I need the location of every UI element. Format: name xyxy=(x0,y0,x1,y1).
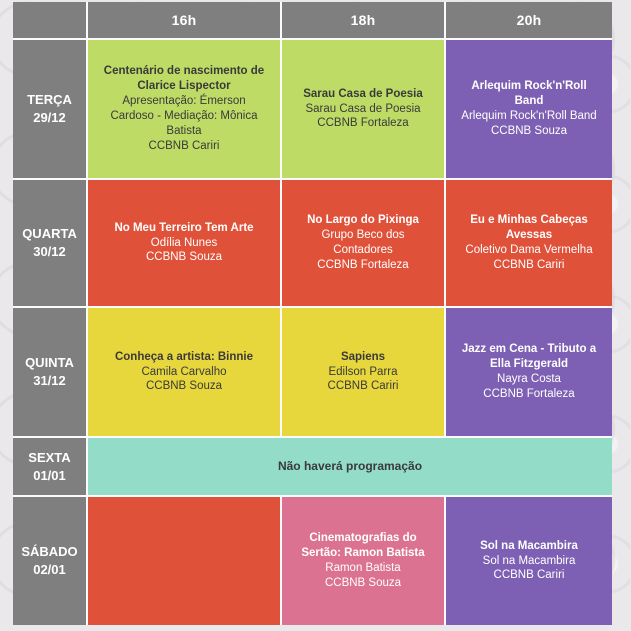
event-title: Cinematografias do Sertão: Ramon Batista xyxy=(301,532,425,560)
day-header-quinta: QUINTA 31/12 xyxy=(13,308,86,436)
time-header-16h: 16h xyxy=(88,2,280,38)
event-title: Arlequim Rock'n'Roll Band xyxy=(471,80,587,108)
event-venue: CCBNB Fortaleza xyxy=(483,387,575,400)
day-label: TERÇA xyxy=(27,92,72,108)
day-date: 01/01 xyxy=(33,467,66,483)
day-label: QUARTA xyxy=(22,226,77,242)
event-venue: CCBNB Souza xyxy=(490,124,568,137)
event-venue: CCBNB Cariri xyxy=(148,139,220,152)
event-venue: CCBNB Cariri xyxy=(493,258,565,271)
event-presenter: Sol na Macambira xyxy=(482,554,576,567)
event-venue: CCBNB Souza xyxy=(145,251,223,264)
event-cell: Cinematografias do Sertão: Ramon Batista… xyxy=(282,497,444,625)
event-cell-empty xyxy=(88,497,280,625)
event-cell: Sarau Casa de Poesia Sarau Casa de Poesi… xyxy=(282,40,444,178)
event-presenter: Apresentação: Émerson Cardoso - Mediação… xyxy=(110,95,258,137)
day-header-sexta: SEXTA 01/01 xyxy=(13,438,86,495)
event-venue: CCBNB Souza xyxy=(324,576,402,589)
day-header-sabado: SÁBADO 02/01 xyxy=(13,497,86,625)
event-cell: Conheça a artista: Binnie Camila Carvalh… xyxy=(88,308,280,436)
day-header-terca: TERÇA 29/12 xyxy=(13,40,86,178)
day-label: SÁBADO xyxy=(21,544,78,560)
event-cell: Jazz em Cena - Tributo a Ella Fitzgerald… xyxy=(446,308,612,436)
event-cell: Eu e Minhas Cabeças Avessas Coletivo Dam… xyxy=(446,180,612,306)
event-presenter: Arlequim Rock'n'Roll Band xyxy=(461,110,597,122)
day-header-quarta: QUARTA 30/12 xyxy=(13,180,86,306)
time-header-18h: 18h xyxy=(282,2,444,38)
event-title: Eu e Minhas Cabeças Avessas xyxy=(470,214,588,242)
event-presenter: Camila Carvalho xyxy=(141,365,227,378)
event-venue: CCBNB Fortaleza xyxy=(317,258,409,271)
schedule-table: 16h 18h 20h TERÇA 29/12 Centenário de na… xyxy=(13,2,612,625)
event-title: Conheça a artista: Binnie xyxy=(114,350,254,363)
event-venue: CCBNB Cariri xyxy=(493,569,565,582)
corner-cell xyxy=(13,2,86,38)
event-title: Jazz em Cena - Tributo a Ella Fitzgerald xyxy=(461,343,597,371)
day-label: QUINTA xyxy=(25,355,74,371)
day-date: 29/12 xyxy=(33,110,66,125)
event-title: No Largo do Pixinga xyxy=(307,214,419,227)
event-presenter: Edilson Parra xyxy=(328,365,398,378)
event-cell: No Largo do Pixinga Grupo Beco dos Conta… xyxy=(282,180,444,306)
event-presenter: Odília Nunes xyxy=(150,236,218,249)
event-title: Sarau Casa de Poesia xyxy=(303,87,423,100)
event-title: Sapiens xyxy=(340,350,386,363)
event-title: Centenário de nascimento de Clarice Lisp… xyxy=(103,65,265,93)
event-title: Sol na Macambira xyxy=(480,539,578,552)
event-cell: Sol na Macambira Sol na Macambira CCBNB … xyxy=(446,497,612,625)
event-venue: CCBNB Cariri xyxy=(327,380,399,393)
event-cell: Centenário de nascimento de Clarice Lisp… xyxy=(88,40,280,178)
event-cell: No Meu Terreiro Tem Arte Odília Nunes CC… xyxy=(88,180,280,306)
day-label: SEXTA xyxy=(28,449,71,465)
event-presenter: Ramon Batista xyxy=(325,562,401,574)
event-presenter: Nayra Costa xyxy=(497,373,561,385)
event-cell: Arlequim Rock'n'Roll Band Arlequim Rock'… xyxy=(446,40,612,178)
event-presenter: Coletivo Dama Vermelha xyxy=(465,244,593,256)
time-header-20h: 20h xyxy=(446,2,612,38)
event-presenter: Grupo Beco dos Contadores xyxy=(321,229,405,256)
event-venue: CCBNB Souza xyxy=(145,380,223,393)
no-programming-cell: Não haverá programação xyxy=(88,438,612,495)
event-presenter: Sarau Casa de Poesia xyxy=(305,102,421,115)
event-venue: CCBNB Fortaleza xyxy=(317,117,409,130)
day-date: 30/12 xyxy=(33,244,66,259)
event-cell: Sapiens Edilson Parra CCBNB Cariri xyxy=(282,308,444,436)
day-date: 02/01 xyxy=(33,562,66,577)
day-date: 31/12 xyxy=(33,373,66,388)
event-title: No Meu Terreiro Tem Arte xyxy=(114,221,254,234)
